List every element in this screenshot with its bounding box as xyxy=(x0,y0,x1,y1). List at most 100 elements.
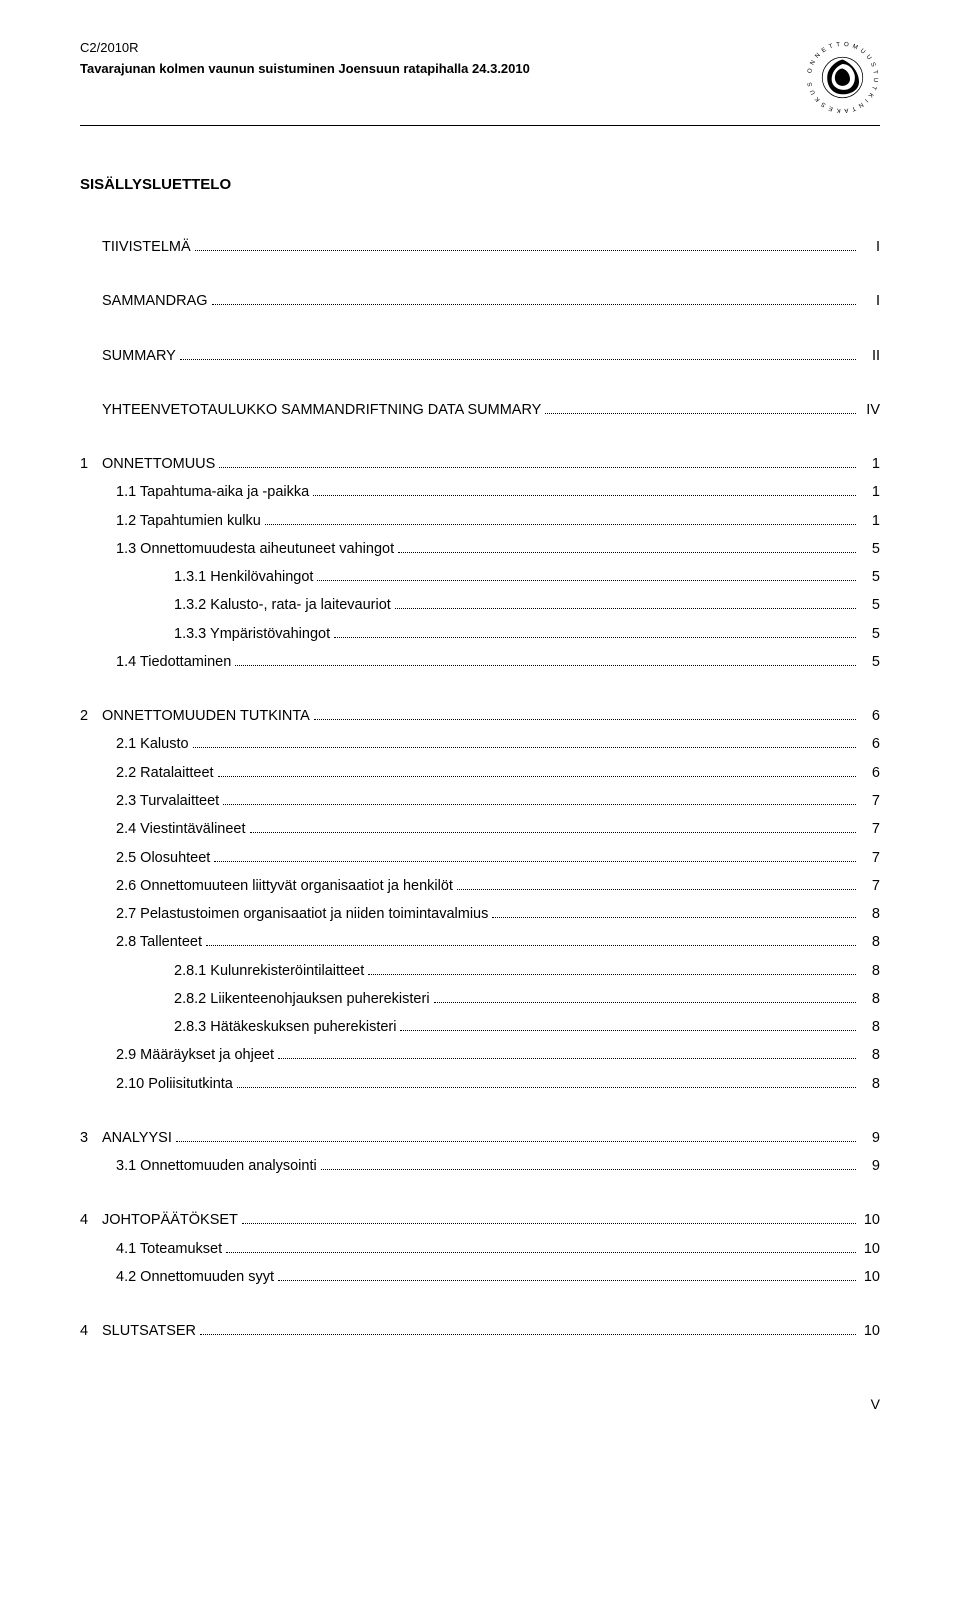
toc-page: 5 xyxy=(860,648,880,676)
toc-row: 1ONNETTOMUUS1 xyxy=(80,450,880,478)
toc-leader xyxy=(492,917,856,918)
toc-row: 3.1 Onnettomuuden analysointi9 xyxy=(80,1152,880,1180)
toc-leader xyxy=(457,889,856,890)
toc-row: 1.4 Tiedottaminen 5 xyxy=(80,648,880,676)
toc-row: 3ANALYYSI9 xyxy=(80,1124,880,1152)
toc-page: 7 xyxy=(860,872,880,900)
toc-leader xyxy=(235,665,856,666)
doc-code: C2/2010R xyxy=(80,40,785,55)
toc-leader xyxy=(434,1002,856,1003)
toc-page: 8 xyxy=(860,957,880,985)
toc-row: 1.3.2 Kalusto-, rata- ja laitevauriot 5 xyxy=(80,591,880,619)
toc-page: 5 xyxy=(860,563,880,591)
toc-label: 2.2 Ratalaitteet xyxy=(116,759,214,787)
page-header: C2/2010R Tavarajunan kolmen vaunun suist… xyxy=(80,40,880,115)
toc-leader xyxy=(334,637,856,638)
toc-label: 2.8.3 Hätäkeskuksen puherekisteri xyxy=(174,1013,396,1041)
toc-label: ONNETTOMUUDEN TUTKINTA xyxy=(102,702,310,730)
toc-page: 7 xyxy=(860,787,880,815)
toc-row: 2.2 Ratalaitteet6 xyxy=(80,759,880,787)
toc-row: 2.8.3 Hätäkeskuksen puherekisteri 8 xyxy=(80,1013,880,1041)
toc-leader xyxy=(395,608,856,609)
toc-page: 5 xyxy=(860,620,880,648)
toc-page: 7 xyxy=(860,815,880,843)
toc-leader xyxy=(218,776,856,777)
toc-page: 7 xyxy=(860,844,880,872)
toc-leader xyxy=(317,580,856,581)
toc-page: I xyxy=(860,233,880,261)
toc-row: 2.1 Kalusto 6 xyxy=(80,730,880,758)
toc-label: 2.6 Onnettomuuteen liittyvät organisaati… xyxy=(116,872,453,900)
toc-leader xyxy=(250,832,856,833)
toc-row: 4.2 Onnettomuuden syyt10 xyxy=(80,1263,880,1291)
toc-num: 4 xyxy=(80,1317,102,1345)
toc-row: 2.3 Turvalaitteet7 xyxy=(80,787,880,815)
toc-label: 4.2 Onnettomuuden syyt xyxy=(116,1263,274,1291)
toc-page: II xyxy=(860,342,880,370)
toc-page: IV xyxy=(860,396,880,424)
toc-label: 2.8.2 Liikenteenohjauksen puherekisteri xyxy=(174,985,430,1013)
header-left: C2/2010R Tavarajunan kolmen vaunun suist… xyxy=(80,40,785,76)
toc-page: 10 xyxy=(860,1206,880,1234)
toc-page: 6 xyxy=(860,702,880,730)
toc-page: 1 xyxy=(860,478,880,506)
toc-leader xyxy=(368,974,856,975)
toc-num: 1 xyxy=(80,450,102,478)
toc-page: 1 xyxy=(860,450,880,478)
toc-row: TIIVISTELMÄI xyxy=(80,233,880,261)
toc-label: JOHTOPÄÄTÖKSET xyxy=(102,1206,238,1234)
page-number: V xyxy=(80,1396,880,1412)
toc-row: 2.8.2 Liikenteenohjauksen puherekisteri8 xyxy=(80,985,880,1013)
toc-label: 4.1 Toteamukset xyxy=(116,1235,222,1263)
toc-label: SAMMANDRAG xyxy=(102,287,208,315)
toc-label: 2.8.1 Kulunrekisteröintilaitteet xyxy=(174,957,364,985)
toc-label: SLUTSATSER xyxy=(102,1317,196,1345)
toc-page: 8 xyxy=(860,1013,880,1041)
toc-page: 8 xyxy=(860,900,880,928)
toc-label: 2.1 Kalusto xyxy=(116,730,189,758)
toc-leader xyxy=(176,1141,856,1142)
toc-page: 6 xyxy=(860,730,880,758)
toc-leader xyxy=(242,1223,856,1224)
toc-page: I xyxy=(860,287,880,315)
doc-title: Tavarajunan kolmen vaunun suistuminen Jo… xyxy=(80,61,785,76)
toc-label: 1.3.2 Kalusto-, rata- ja laitevauriot xyxy=(174,591,391,619)
toc-row: SUMMARYII xyxy=(80,342,880,370)
toc-leader xyxy=(195,250,856,251)
toc-row: 1.2 Tapahtumien kulku1 xyxy=(80,507,880,535)
toc-label: 1.4 Tiedottaminen xyxy=(116,648,231,676)
toc-row: 4SLUTSATSER10 xyxy=(80,1317,880,1345)
toc-leader xyxy=(265,524,856,525)
toc-page: 10 xyxy=(860,1235,880,1263)
toc-leader xyxy=(237,1087,856,1088)
toc-num: 4 xyxy=(80,1206,102,1234)
toc-leader xyxy=(206,945,856,946)
toc-page: 9 xyxy=(860,1152,880,1180)
toc-row: 1.1 Tapahtuma-aika ja -paikka 1 xyxy=(80,478,880,506)
toc-page: 5 xyxy=(860,591,880,619)
toc-leader xyxy=(321,1169,856,1170)
toc-row: 4.1 Toteamukset 10 xyxy=(80,1235,880,1263)
toc-leader xyxy=(545,413,856,414)
toc-row: 2.8 Tallenteet8 xyxy=(80,928,880,956)
toc-label: 1.2 Tapahtumien kulku xyxy=(116,507,261,535)
toc-leader xyxy=(223,804,856,805)
toc-row: 2.5 Olosuhteet 7 xyxy=(80,844,880,872)
toc-label: 2.9 Määräykset ja ohjeet xyxy=(116,1041,274,1069)
toc-leader xyxy=(313,495,856,496)
toc-row: 1.3 Onnettomuudesta aiheutuneet vahingot… xyxy=(80,535,880,563)
toc-leader xyxy=(226,1252,856,1253)
toc-row: 2ONNETTOMUUDEN TUTKINTA 6 xyxy=(80,702,880,730)
toc-num: 2 xyxy=(80,702,102,730)
table-of-contents: TIIVISTELMÄISAMMANDRAGISUMMARYIIYHTEENVE… xyxy=(80,233,880,1346)
toc-label: 2.5 Olosuhteet xyxy=(116,844,210,872)
toc-row: 1.3.3 Ympäristövahingot5 xyxy=(80,620,880,648)
toc-row: 4JOHTOPÄÄTÖKSET 10 xyxy=(80,1206,880,1234)
toc-row: 2.8.1 Kulunrekisteröintilaitteet 8 xyxy=(80,957,880,985)
toc-row: SAMMANDRAG I xyxy=(80,287,880,315)
toc-row: 2.6 Onnettomuuteen liittyvät organisaati… xyxy=(80,872,880,900)
toc-label: 2.7 Pelastustoimen organisaatiot ja niid… xyxy=(116,900,488,928)
toc-label: 1.1 Tapahtuma-aika ja -paikka xyxy=(116,478,309,506)
toc-leader xyxy=(278,1280,856,1281)
toc-row: 1.3.1 Henkilövahingot5 xyxy=(80,563,880,591)
